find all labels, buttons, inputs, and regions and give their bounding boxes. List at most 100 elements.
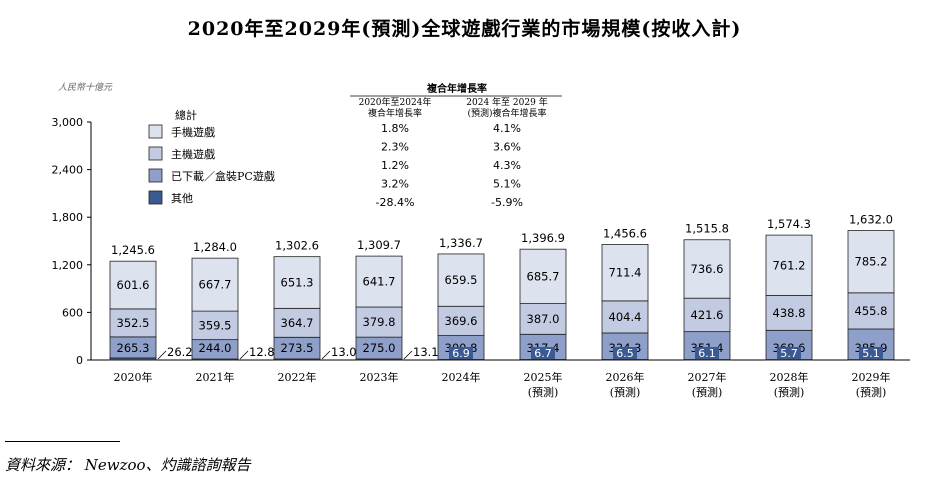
cagr-value-2020-2024: 3.2% bbox=[381, 178, 409, 191]
x-axis-labels: 2020年 2021年 2022年 2023年 2024年 2025年(預測)2026年(… bbox=[114, 370, 891, 399]
data-label-console: 421.6 bbox=[691, 308, 724, 322]
data-label-total: 1,515.8 bbox=[685, 222, 729, 236]
bar-segment-console bbox=[683, 297, 731, 333]
data-label-console: 352.5 bbox=[117, 316, 150, 330]
cagr-value-2020-2024: -28.4% bbox=[376, 196, 415, 209]
bar-segment-mobile bbox=[601, 244, 649, 302]
bar-segment-console bbox=[191, 310, 239, 341]
other-label-bg bbox=[613, 347, 637, 359]
legend-label: 手機遊戲 bbox=[171, 125, 215, 139]
legend-label: 已下載／盒裝PC遊戲 bbox=[171, 169, 275, 183]
y-axis: 0 600 1,200 1,800 2,400 3,000 bbox=[52, 116, 910, 367]
data-label-mobile: 711.4 bbox=[609, 266, 642, 280]
data-label-total: 1,245.6 bbox=[111, 243, 155, 257]
x-tick-sublabel: (預測) bbox=[692, 385, 723, 399]
data-label-other: 6.9 bbox=[452, 347, 470, 360]
bar-segment-mobile bbox=[683, 239, 731, 299]
cagr-value-2024-2029: 4.1% bbox=[493, 122, 521, 135]
other-leader-line bbox=[239, 350, 249, 360]
legend-label: 主機遊戲 bbox=[171, 147, 215, 161]
data-label-total: 1,309.7 bbox=[357, 238, 401, 252]
legend-swatch bbox=[148, 190, 163, 205]
y-tick-label: 1,800 bbox=[52, 211, 84, 224]
bar-segment-console bbox=[601, 300, 649, 334]
bar-segment-console bbox=[847, 292, 895, 330]
x-tick-sublabel: (預測) bbox=[774, 385, 805, 399]
cagr-value-2020-2024: 2.3% bbox=[381, 141, 409, 154]
data-label-mobile: 651.3 bbox=[281, 276, 314, 290]
bar-segment-mobile bbox=[355, 255, 403, 308]
data-label-downloaded: 275.0 bbox=[363, 341, 396, 355]
bar-segment-mobile bbox=[191, 257, 239, 312]
cagr-value-2024-2029: 5.1% bbox=[493, 178, 521, 191]
x-tick-sublabel: (預測) bbox=[856, 385, 887, 399]
cagr-col1-header-line2: 複合年增長率 bbox=[368, 107, 422, 119]
y-tick-label: 600 bbox=[62, 306, 83, 319]
y-tick-label: 3,000 bbox=[52, 116, 84, 129]
data-label-console: 369.6 bbox=[445, 314, 478, 328]
other-label-bg bbox=[859, 347, 883, 359]
data-label-other: 13.0 bbox=[331, 345, 357, 359]
data-label-console: 379.8 bbox=[363, 315, 396, 329]
chart-title: 2020年至2029年(預測)全球遊戲行業的市場規模(按收入計) bbox=[187, 18, 742, 40]
legend-header: 總計 bbox=[175, 108, 197, 122]
data-label-downloaded: 273.5 bbox=[281, 341, 314, 355]
bar-segment-mobile bbox=[273, 256, 321, 309]
data-label-mobile: 785.2 bbox=[855, 255, 888, 269]
y-tick-label: 0 bbox=[76, 354, 83, 367]
x-tick-label: 2029年 bbox=[852, 370, 891, 384]
data-label-console: 438.8 bbox=[773, 306, 806, 320]
data-label-other: 6.7 bbox=[534, 347, 552, 360]
source-note: 資料來源： Newzoo、灼識諮詢報告 bbox=[5, 456, 251, 474]
data-label-console: 364.7 bbox=[281, 316, 314, 330]
x-tick-label: 2020年 bbox=[114, 370, 153, 384]
data-label-other: 13.1 bbox=[413, 345, 439, 359]
x-tick-label: 2026年 bbox=[606, 370, 645, 384]
data-label-total: 1,284.0 bbox=[193, 240, 237, 254]
x-tick-label: 2028年 bbox=[770, 370, 809, 384]
y-tick-label: 1,200 bbox=[52, 259, 84, 272]
other-label-bg bbox=[695, 347, 719, 359]
cagr-col1-header-line1: 2020年至2024年 bbox=[359, 96, 432, 108]
cagr-col2-header-line1: 2024 年至 2029 年 bbox=[466, 96, 547, 108]
x-tick-label: 2023年 bbox=[360, 370, 399, 384]
other-leader-line bbox=[157, 350, 167, 360]
cagr-table-title: 複合年增長率 bbox=[426, 82, 487, 95]
data-label-total: 1,456.6 bbox=[603, 226, 647, 240]
x-tick-label: 2027年 bbox=[688, 370, 727, 384]
data-label-console: 404.4 bbox=[609, 310, 642, 324]
cagr-value-2024-2029: 3.6% bbox=[493, 141, 521, 154]
bar-segment-console bbox=[273, 307, 321, 338]
data-label-mobile: 667.7 bbox=[199, 278, 232, 292]
cagr-rows: 1.8% 4.1% 2.3% 3.6% 1.2% 4.3% 3.2% 5.1% -28.4% -5… bbox=[376, 122, 523, 209]
bar-segment-mobile bbox=[519, 248, 567, 304]
x-tick-label: 2024年 bbox=[442, 370, 481, 384]
bar-segment-mobile bbox=[109, 260, 157, 310]
data-label-mobile: 601.6 bbox=[117, 278, 150, 292]
cagr-value-2024-2029: -5.9% bbox=[491, 196, 523, 209]
cagr-value-2024-2029: 4.3% bbox=[493, 159, 521, 172]
legend-swatch bbox=[148, 168, 163, 183]
bar-segment-mobile bbox=[847, 230, 895, 294]
data-label-total: 1,396.9 bbox=[521, 231, 565, 245]
data-label-downloaded: 265.3 bbox=[117, 341, 150, 355]
cagr-value-2020-2024: 1.8% bbox=[381, 122, 409, 135]
data-label-mobile: 761.2 bbox=[773, 258, 806, 272]
bar-segment-console bbox=[437, 305, 485, 336]
data-label-total: 1,574.3 bbox=[767, 217, 811, 231]
other-label-bg bbox=[777, 347, 801, 359]
other-leader-line bbox=[403, 350, 413, 360]
data-label-other: 6.1 bbox=[698, 347, 716, 360]
bar-segment-console bbox=[765, 295, 813, 331]
x-tick-label: 2021年 bbox=[196, 370, 235, 384]
data-label-other: 5.1 bbox=[862, 347, 880, 360]
data-label-mobile: 659.5 bbox=[445, 273, 478, 287]
data-label-other: 26.2 bbox=[167, 345, 193, 359]
legend-swatch bbox=[148, 146, 163, 161]
cagr-value-2020-2024: 1.2% bbox=[381, 159, 409, 172]
cagr-col2-header-line2: (預測)複合年增長率 bbox=[467, 107, 546, 119]
x-tick-sublabel: (預測) bbox=[528, 385, 559, 399]
data-label-other: 12.8 bbox=[249, 345, 275, 359]
data-label-mobile: 641.7 bbox=[363, 275, 396, 289]
